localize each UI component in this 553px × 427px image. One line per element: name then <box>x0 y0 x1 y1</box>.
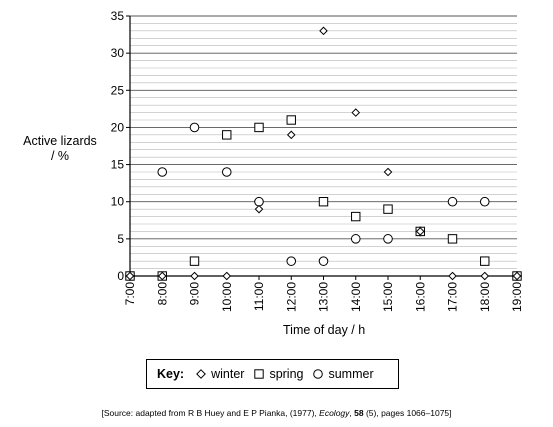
legend-label-winter: winter <box>211 367 245 381</box>
x-tick-label: 9:00 <box>188 282 202 306</box>
source-volume: 58 <box>354 408 364 418</box>
winter-point <box>222 271 232 281</box>
scatter-chart: 0 5 10 15 20 25 30 35 7:00 8:00 9:00 10:00 11:00 12:0… <box>111 9 524 312</box>
source-citation: [Source: adapted from R B Huey and E P P… <box>101 408 452 418</box>
x-tick-label: 13:00 <box>317 282 331 312</box>
winter-point <box>383 167 393 177</box>
spring-point <box>351 211 361 222</box>
winter-point <box>351 108 361 117</box>
summer-point <box>286 256 297 266</box>
x-tick-label: 10:00 <box>220 282 234 312</box>
x-tick-label: 11:00 <box>252 282 266 311</box>
spring-point <box>447 234 458 244</box>
winter-point <box>254 204 264 214</box>
legend-item-winter: winter <box>196 367 244 381</box>
y-tick-label: 20 <box>111 120 125 134</box>
legend: Key: winter spring summer <box>146 359 399 389</box>
summer-point <box>189 122 200 133</box>
spring-point <box>189 256 200 266</box>
spring-point <box>222 130 232 140</box>
winter-point <box>512 271 522 281</box>
x-tick-label: 14:00 <box>349 282 363 312</box>
source-suffix: (5), pages 1066–1075] <box>363 408 452 418</box>
x-tick-label: 18:00 <box>478 282 492 312</box>
x-tick-label: 19:00 <box>510 282 524 312</box>
legend-label-summer: summer <box>328 367 374 381</box>
diamond-icon <box>196 369 207 379</box>
winter-point <box>415 227 425 236</box>
legend-item-spring: spring <box>254 367 303 381</box>
spring-point <box>318 197 329 207</box>
x-tick-label: 12:00 <box>284 282 298 312</box>
legend-item-summer: summer <box>313 367 374 381</box>
spring-point <box>383 204 393 214</box>
spring-point <box>254 122 264 133</box>
y-tick-label: 35 <box>111 9 125 23</box>
x-tick-label: 7:00 <box>123 282 137 306</box>
y-axis-label: Active lizards / % <box>8 134 112 164</box>
circle-icon <box>313 369 324 379</box>
x-axis-label: Time of day / h <box>283 323 366 337</box>
legend-label-spring: spring <box>269 367 304 381</box>
summer-point <box>157 167 168 177</box>
source-prefix: [Source: adapted from R B Huey and E P P… <box>101 408 320 418</box>
summer-point <box>479 196 490 207</box>
x-tick-label: 17:00 <box>446 282 460 312</box>
source-journal: Ecology <box>319 408 350 418</box>
winter-point <box>286 130 296 140</box>
spring-point <box>480 256 490 266</box>
summer-point <box>447 196 458 207</box>
winter-point <box>480 271 490 281</box>
y-tick-label: 5 <box>117 232 124 246</box>
y-tick-label: 15 <box>111 158 125 172</box>
legend-title: Key: <box>157 367 185 381</box>
y-tick-label: 0 <box>117 269 124 283</box>
x-tick-label: 16:00 <box>413 282 427 312</box>
y-tick-label: 10 <box>111 195 125 209</box>
winter-point <box>157 271 167 281</box>
summer-point <box>350 234 361 244</box>
summer-point <box>383 234 393 244</box>
summer-point <box>221 167 232 177</box>
summer-point <box>254 196 264 207</box>
y-axis-label-line-1: Active lizards <box>23 134 97 148</box>
winter-point <box>190 271 199 281</box>
square-icon <box>254 369 265 379</box>
y-tick-label: 25 <box>111 83 125 97</box>
y-axis-label-line-2: / % <box>50 149 70 163</box>
x-tick-label: 8:00 <box>155 282 169 306</box>
winter-point <box>448 271 457 281</box>
y-tick-label: 30 <box>111 46 125 60</box>
winter-point <box>125 271 135 281</box>
spring-point <box>286 115 296 125</box>
summer-point <box>318 256 329 266</box>
winter-point <box>319 26 328 36</box>
x-tick-label: 15:00 <box>381 282 395 312</box>
